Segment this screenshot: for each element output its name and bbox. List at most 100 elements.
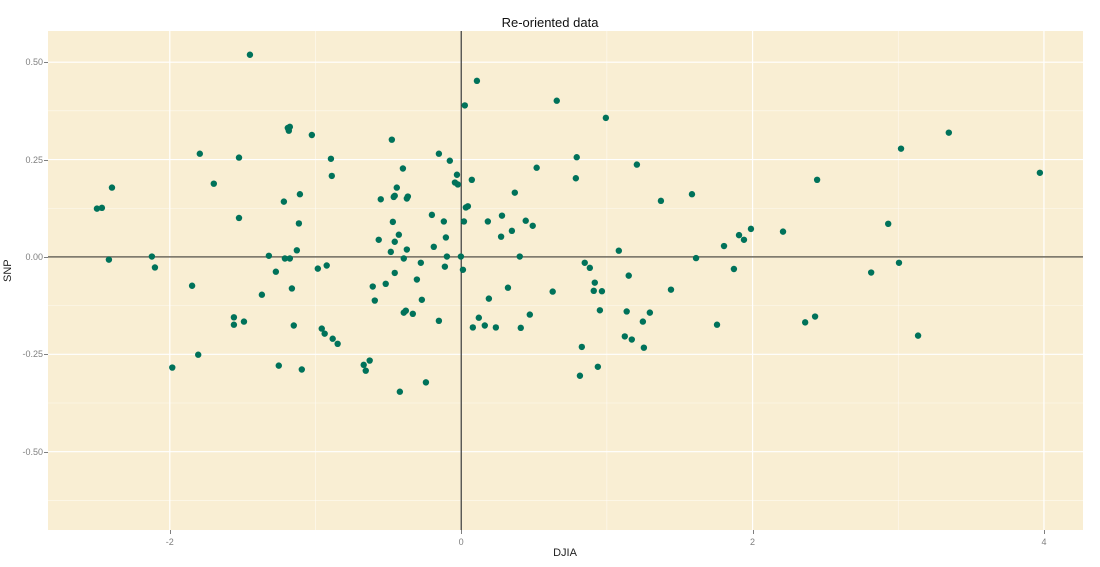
data-point bbox=[633, 161, 641, 168]
data-point bbox=[867, 269, 875, 276]
data-point bbox=[400, 255, 407, 262]
data-point bbox=[594, 363, 602, 370]
chart-title: Re-oriented data bbox=[501, 15, 599, 30]
data-point bbox=[393, 184, 400, 191]
data-point bbox=[108, 184, 116, 191]
data-point bbox=[667, 286, 675, 293]
data-point bbox=[640, 344, 648, 351]
data-point bbox=[235, 214, 243, 222]
data-point bbox=[377, 196, 384, 203]
x-tick-mark bbox=[1043, 530, 1045, 534]
data-point bbox=[713, 321, 721, 328]
y-tick-label: 0.50 bbox=[25, 57, 43, 68]
data-point bbox=[591, 279, 598, 286]
data-point bbox=[522, 217, 529, 224]
x-tick-mark bbox=[461, 530, 463, 534]
data-point bbox=[688, 191, 696, 198]
data-point bbox=[293, 247, 301, 254]
data-point bbox=[105, 256, 113, 263]
data-point bbox=[590, 287, 597, 295]
data-point bbox=[779, 228, 787, 235]
data-point bbox=[314, 265, 322, 272]
data-point bbox=[235, 154, 243, 161]
y-tick-label: -0.25 bbox=[22, 349, 43, 360]
data-point bbox=[210, 180, 217, 187]
data-point bbox=[481, 322, 488, 329]
data-point bbox=[801, 319, 809, 326]
data-point bbox=[391, 238, 398, 245]
data-point bbox=[1036, 169, 1044, 176]
data-point bbox=[281, 255, 289, 262]
scatter-plot-area bbox=[48, 31, 1083, 530]
data-point bbox=[404, 193, 412, 200]
data-point bbox=[298, 366, 305, 373]
plot-panel bbox=[48, 31, 1083, 530]
data-point bbox=[318, 325, 325, 332]
y-tick-label: 0.00 bbox=[25, 251, 43, 262]
data-point bbox=[402, 307, 410, 314]
y-tick-mark bbox=[44, 62, 48, 64]
data-point bbox=[498, 212, 506, 219]
data-point bbox=[321, 330, 328, 337]
data-point bbox=[492, 324, 500, 331]
data-point bbox=[529, 222, 536, 229]
data-point bbox=[360, 361, 367, 369]
data-point bbox=[388, 136, 396, 143]
y-tick-mark bbox=[44, 159, 48, 161]
data-point bbox=[286, 255, 294, 262]
data-point bbox=[497, 233, 505, 240]
data-point bbox=[230, 314, 238, 321]
data-point bbox=[813, 176, 821, 184]
data-point bbox=[581, 259, 588, 266]
data-point bbox=[265, 252, 273, 259]
data-point bbox=[329, 335, 336, 342]
data-point bbox=[504, 284, 512, 291]
data-point bbox=[395, 231, 403, 238]
data-point bbox=[284, 124, 292, 132]
data-point bbox=[526, 311, 534, 318]
data-point bbox=[460, 218, 468, 225]
x-tick-label: 4 bbox=[1041, 537, 1047, 547]
data-point bbox=[945, 129, 953, 136]
data-point bbox=[371, 297, 378, 304]
data-point bbox=[475, 314, 483, 321]
data-point bbox=[413, 276, 421, 283]
data-point bbox=[409, 310, 417, 318]
y-tick-label: 0.25 bbox=[25, 154, 43, 165]
data-point bbox=[443, 253, 451, 260]
x-tick-mark bbox=[752, 530, 754, 534]
data-point bbox=[517, 324, 524, 332]
data-point bbox=[440, 218, 448, 225]
data-point bbox=[151, 264, 159, 271]
data-point bbox=[441, 263, 449, 270]
x-tick-label: -2 bbox=[165, 537, 174, 547]
data-point bbox=[615, 247, 623, 254]
data-point bbox=[240, 318, 248, 325]
data-point bbox=[720, 242, 728, 250]
data-point bbox=[596, 307, 604, 314]
data-point bbox=[549, 288, 556, 295]
data-point bbox=[195, 351, 202, 358]
data-point bbox=[296, 191, 304, 198]
y-tick-label: -0.50 bbox=[22, 446, 43, 457]
data-point bbox=[280, 198, 288, 205]
data-point bbox=[389, 218, 397, 226]
data-point bbox=[327, 155, 335, 162]
data-point bbox=[576, 372, 584, 379]
data-point bbox=[469, 324, 477, 331]
data-point bbox=[457, 253, 465, 260]
data-point bbox=[188, 282, 196, 289]
data-point bbox=[740, 236, 748, 243]
data-point bbox=[533, 164, 540, 171]
data-point bbox=[272, 268, 280, 275]
data-point bbox=[435, 317, 443, 325]
data-point bbox=[391, 192, 398, 199]
data-point bbox=[169, 364, 176, 371]
data-point bbox=[621, 333, 628, 340]
data-point bbox=[334, 340, 341, 348]
data-point bbox=[396, 388, 404, 395]
data-point bbox=[461, 102, 469, 109]
data-point bbox=[885, 220, 892, 228]
data-point bbox=[628, 336, 635, 343]
data-point bbox=[459, 266, 467, 273]
